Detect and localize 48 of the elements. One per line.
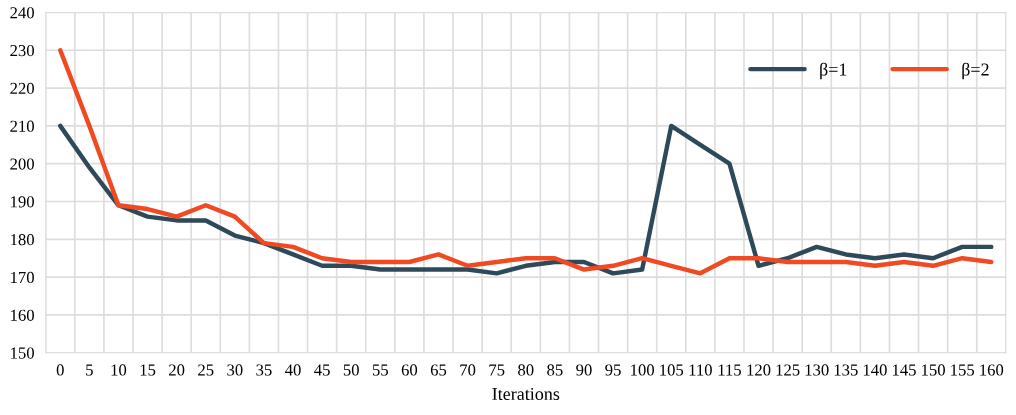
x-tick-label: 150: [922, 364, 945, 376]
line-series: [58, 123, 994, 276]
x-tick-label: 35: [256, 364, 272, 376]
x-tick-label: 115: [718, 364, 741, 376]
y-tick-label: 230: [10, 44, 34, 57]
x-tick-label: 105: [660, 364, 684, 376]
x-tick-label: 5: [86, 364, 93, 376]
x-tick-label: 145: [892, 364, 916, 376]
x-tick-label: 155: [951, 364, 975, 376]
x-tick-label: 85: [547, 364, 563, 376]
x-tick-label: 160: [980, 364, 1004, 376]
x-tick-label: 120: [747, 364, 771, 376]
y-tick-label: 170: [11, 271, 34, 284]
x-tick-label: 30: [227, 364, 243, 376]
legend-label: β=2: [962, 62, 989, 80]
x-tick-label: 20: [169, 364, 185, 376]
x-tick-label: 15: [140, 364, 156, 376]
x-tick-label: 100: [631, 364, 655, 376]
y-tick-label: 160: [11, 309, 34, 321]
y-tick-label: 200: [10, 158, 34, 170]
x-tick-label: 110: [689, 364, 712, 376]
x-tick-label: 55: [372, 364, 388, 376]
x-tick-label: 125: [776, 364, 800, 376]
y-tick-label: 210: [10, 120, 34, 132]
y-tick-label: 240: [10, 7, 34, 19]
x-tick-label: 70: [460, 364, 476, 376]
x-tick-label: 75: [489, 364, 505, 376]
x-tick-label: 135: [834, 364, 858, 376]
x-tick-label: 60: [401, 364, 418, 376]
legend-label: β=1: [820, 62, 847, 80]
x-tick-label: 140: [863, 364, 887, 376]
x-tick-label: 65: [430, 364, 447, 376]
y-tick-label: 190: [11, 196, 34, 208]
x-tick-label: 40: [285, 364, 301, 376]
x-tick-label: 0: [56, 364, 64, 376]
x-tick-label: 10: [111, 364, 127, 376]
x-tick-label: 95: [605, 364, 621, 376]
x-axis-title: Iterations: [492, 387, 560, 401]
x-tick-label: 45: [314, 364, 330, 376]
x-tick-label: 80: [518, 364, 534, 376]
y-tick-label: 180: [11, 234, 34, 246]
x-tick-label: 50: [343, 364, 359, 376]
x-tick-label: 130: [805, 364, 829, 376]
x-tick-label: 25: [198, 364, 214, 376]
y-tick-label: 150: [11, 347, 34, 359]
x-tick-label: 90: [576, 364, 592, 376]
line-series: [58, 48, 994, 276]
y-tick-label: 220: [10, 82, 34, 95]
